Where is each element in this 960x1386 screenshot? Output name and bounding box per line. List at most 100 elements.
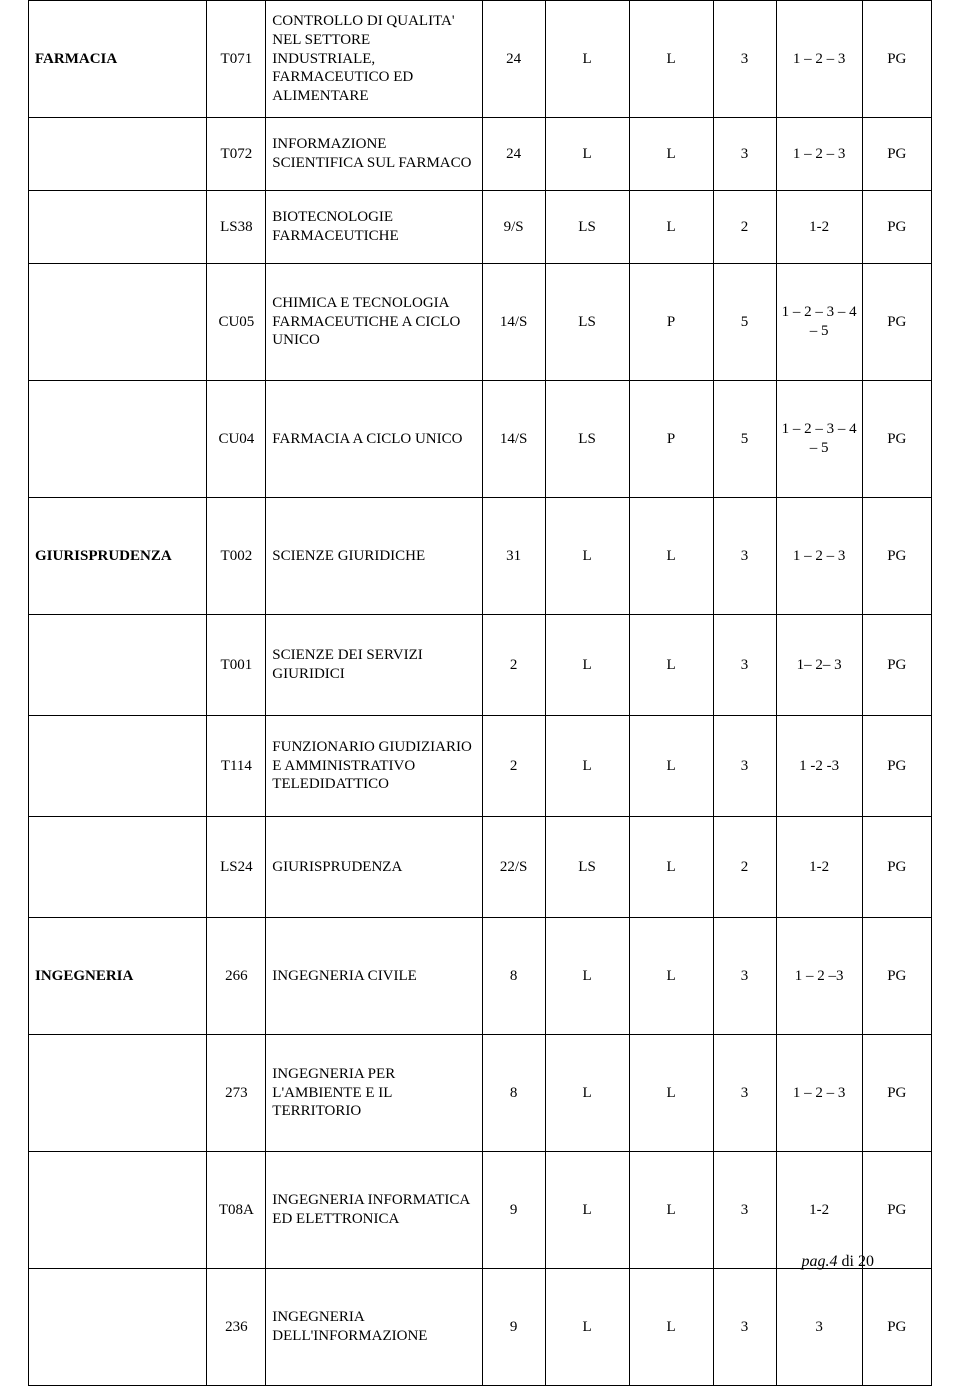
cell-c2: SCIENZE DEI SERVIZI GIURIDICI: [266, 615, 482, 716]
cell-c8: PG: [862, 1152, 931, 1269]
table-row: LS38BIOTECNOLOGIE FARMACEUTICHE9/SLSL21-…: [29, 191, 932, 264]
cell-c4: LS: [545, 191, 629, 264]
cell-c2: BIOTECNOLOGIE FARMACEUTICHE: [266, 191, 482, 264]
cell-c6: 3: [713, 1, 776, 118]
cell-c7: 1-2: [776, 1152, 862, 1269]
cell-c2: INGEGNERIA PER L'AMBIENTE E IL TERRITORI…: [266, 1035, 482, 1152]
cell-c6: 3: [713, 1152, 776, 1269]
table-row: CU04FARMACIA A CICLO UNICO14/SLSP51 – 2 …: [29, 381, 932, 498]
cell-c8: PG: [862, 381, 931, 498]
cell-c7: 1– 2– 3: [776, 615, 862, 716]
cell-c6: 3: [713, 918, 776, 1035]
cell-c2: FARMACIA A CICLO UNICO: [266, 381, 482, 498]
cell-c3: 2: [482, 615, 545, 716]
cell-c1: 236: [207, 1269, 266, 1386]
table-row: T001SCIENZE DEI SERVIZI GIURIDICI2LL31– …: [29, 615, 932, 716]
cell-c0: FARMACIA: [29, 1, 207, 118]
cell-c3: 22/S: [482, 817, 545, 918]
cell-c8: PG: [862, 615, 931, 716]
cell-c1: T001: [207, 615, 266, 716]
table-row: 273INGEGNERIA PER L'AMBIENTE E IL TERRIT…: [29, 1035, 932, 1152]
cell-c6: 2: [713, 191, 776, 264]
cell-c0: [29, 381, 207, 498]
cell-c5: L: [629, 817, 713, 918]
course-table: FARMACIAT071CONTROLLO DI QUALITA' NEL SE…: [28, 0, 932, 1386]
cell-c3: 8: [482, 918, 545, 1035]
cell-c7: 1 – 2 – 3: [776, 498, 862, 615]
cell-c5: L: [629, 1152, 713, 1269]
cell-c0: GIURISPRUDENZA: [29, 498, 207, 615]
cell-c4: L: [545, 498, 629, 615]
cell-c7: 1 – 2 – 3: [776, 118, 862, 191]
cell-c6: 3: [713, 1269, 776, 1386]
cell-c5: L: [629, 918, 713, 1035]
cell-c5: L: [629, 1269, 713, 1386]
cell-c4: LS: [545, 817, 629, 918]
cell-c8: PG: [862, 817, 931, 918]
table-row: FARMACIAT071CONTROLLO DI QUALITA' NEL SE…: [29, 1, 932, 118]
cell-c4: L: [545, 615, 629, 716]
cell-c7: 1 -2 -3: [776, 716, 862, 817]
cell-c8: PG: [862, 918, 931, 1035]
cell-c7: 1-2: [776, 191, 862, 264]
cell-c4: LS: [545, 381, 629, 498]
cell-c1: T071: [207, 1, 266, 118]
cell-c4: L: [545, 716, 629, 817]
cell-c5: L: [629, 1035, 713, 1152]
cell-c1: 273: [207, 1035, 266, 1152]
cell-c0: [29, 1269, 207, 1386]
cell-c1: T072: [207, 118, 266, 191]
cell-c4: L: [545, 1035, 629, 1152]
cell-c1: LS38: [207, 191, 266, 264]
cell-c4: L: [545, 1269, 629, 1386]
cell-c4: L: [545, 1152, 629, 1269]
cell-c3: 2: [482, 716, 545, 817]
table-row: T072INFORMAZIONE SCIENTIFICA SUL FARMACO…: [29, 118, 932, 191]
cell-c7: 1-2: [776, 817, 862, 918]
footer-page: 4: [830, 1253, 838, 1270]
cell-c2: INGEGNERIA DELL'INFORMAZIONE: [266, 1269, 482, 1386]
cell-c2: INGEGNERIA INFORMATICA ED ELETTRONICA: [266, 1152, 482, 1269]
cell-c8: PG: [862, 118, 931, 191]
cell-c2: INFORMAZIONE SCIENTIFICA SUL FARMACO: [266, 118, 482, 191]
cell-c3: 9: [482, 1152, 545, 1269]
cell-c3: 31: [482, 498, 545, 615]
cell-c4: LS: [545, 264, 629, 381]
cell-c1: T002: [207, 498, 266, 615]
cell-c3: 14/S: [482, 264, 545, 381]
table-row: GIURISPRUDENZAT002SCIENZE GIURIDICHE31LL…: [29, 498, 932, 615]
cell-c6: 3: [713, 1035, 776, 1152]
cell-c8: PG: [862, 716, 931, 817]
cell-c7: 1 – 2 – 3: [776, 1035, 862, 1152]
page-footer: pag.4 di 20: [802, 1253, 874, 1271]
cell-c0: [29, 1035, 207, 1152]
cell-c7: 3: [776, 1269, 862, 1386]
cell-c0: [29, 118, 207, 191]
cell-c2: FUNZIONARIO GIUDIZIARIO E AMMINISTRATIVO…: [266, 716, 482, 817]
cell-c0: [29, 817, 207, 918]
cell-c6: 2: [713, 817, 776, 918]
cell-c4: L: [545, 918, 629, 1035]
cell-c5: L: [629, 191, 713, 264]
footer-total: 20: [858, 1253, 874, 1270]
cell-c6: 5: [713, 381, 776, 498]
footer-prefix: pag.: [802, 1253, 830, 1270]
cell-c0: [29, 264, 207, 381]
cell-c1: CU05: [207, 264, 266, 381]
cell-c3: 24: [482, 118, 545, 191]
cell-c8: PG: [862, 264, 931, 381]
cell-c1: T08A: [207, 1152, 266, 1269]
cell-c5: L: [629, 716, 713, 817]
cell-c7: 1 – 2 – 3: [776, 1, 862, 118]
cell-c2: GIURISPRUDENZA: [266, 817, 482, 918]
cell-c4: L: [545, 1, 629, 118]
cell-c2: INGEGNERIA CIVILE: [266, 918, 482, 1035]
cell-c5: P: [629, 264, 713, 381]
table-row: T114FUNZIONARIO GIUDIZIARIO E AMMINISTRA…: [29, 716, 932, 817]
cell-c6: 3: [713, 615, 776, 716]
cell-c8: PG: [862, 1269, 931, 1386]
table-row: 236INGEGNERIA DELL'INFORMAZIONE9LL33PG: [29, 1269, 932, 1386]
cell-c2: CONTROLLO DI QUALITA' NEL SETTORE INDUST…: [266, 1, 482, 118]
cell-c5: P: [629, 381, 713, 498]
table-row: LS24GIURISPRUDENZA22/SLSL21-2PG: [29, 817, 932, 918]
